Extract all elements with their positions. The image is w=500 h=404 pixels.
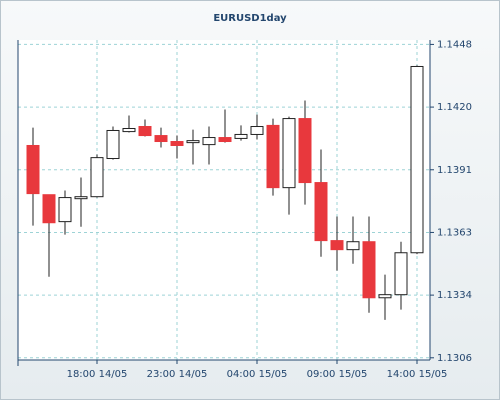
x-tick-label: 09:00 15/05 (307, 369, 368, 380)
candle-body (170, 141, 184, 146)
candle-body (218, 137, 232, 143)
candle-body (394, 252, 408, 296)
x-tick-label: 23:00 14/05 (147, 369, 208, 380)
x-tick-label: 14:00 15/05 (387, 369, 448, 380)
candle-body (266, 124, 280, 189)
x-tick-label: 18:00 14/05 (67, 369, 128, 380)
y-tick-label: 1.1306 (437, 353, 472, 364)
candle-body (90, 157, 104, 198)
candle-body (362, 241, 376, 299)
candle-body (234, 133, 248, 139)
candle-body (346, 241, 360, 251)
chart-title: EURUSD1day (213, 13, 287, 24)
y-tick-label: 1.1363 (437, 227, 472, 238)
candle-body (330, 240, 344, 251)
y-tick-label: 1.1391 (437, 165, 472, 176)
candle-body (106, 129, 120, 160)
candle-body (138, 126, 152, 137)
plot-area (18, 40, 430, 360)
candle-body (298, 118, 312, 184)
y-tick-label: 1.1334 (437, 290, 472, 301)
candle-body (250, 126, 264, 135)
candle-body (154, 135, 168, 143)
candle-body (122, 127, 136, 133)
candle-body (282, 118, 296, 189)
candle-body (314, 182, 328, 242)
y-tick-label: 1.1420 (437, 102, 472, 113)
candle-body (26, 144, 40, 195)
candle-body (58, 197, 72, 223)
candle-body (42, 194, 56, 224)
candle-body (378, 294, 392, 299)
y-tick-label: 1.1448 (437, 39, 472, 50)
candle-body (186, 140, 200, 144)
candle-body (202, 137, 216, 146)
candle-body (74, 196, 88, 200)
candle-body (410, 65, 424, 254)
x-tick-label: 04:00 15/05 (227, 369, 288, 380)
